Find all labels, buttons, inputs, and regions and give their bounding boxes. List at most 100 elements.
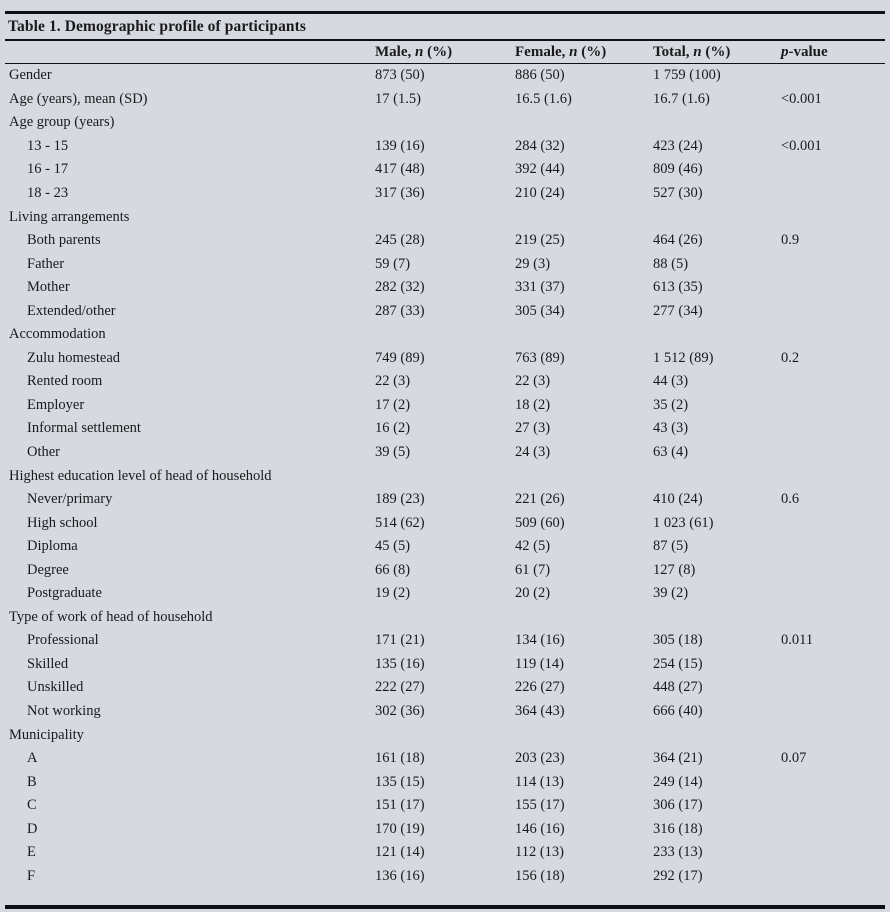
cell-male: 22 (3) xyxy=(375,373,411,390)
cell-pvalue xyxy=(781,111,885,135)
row-label: Diploma xyxy=(27,538,78,555)
table-row: Skilled 135 (16) 119 (14) 254 (15) xyxy=(5,653,885,677)
cell-female: 114 (13) xyxy=(515,773,564,790)
cell-female xyxy=(515,205,653,229)
row-label: Gender xyxy=(9,67,52,84)
cell-male: 16 (2) xyxy=(375,420,411,437)
cell-total: 254 (15) xyxy=(653,655,703,672)
cell-total: 35 (2) xyxy=(653,396,689,413)
cell-male xyxy=(375,323,515,347)
cell-female: 156 (18) xyxy=(515,867,565,884)
cell-pvalue xyxy=(781,370,885,394)
row-label: Municipality xyxy=(9,726,84,743)
cell-male: 66 (8) xyxy=(375,561,411,578)
cell-total: 1 759 (100) xyxy=(653,67,721,84)
cell-total: 306 (17) xyxy=(653,797,703,814)
table-title: Table 1. Demographic profile of particip… xyxy=(8,18,307,35)
cell-pvalue: 0.07 xyxy=(781,750,807,767)
table-body: Gender 873 (50) 886 (50) 1 759 (100) Age (ye… xyxy=(5,64,885,889)
col-header-female: Female, n (%) xyxy=(515,41,653,64)
cell-male: 245 (28) xyxy=(375,232,425,249)
col-header-male: Male, n (%) xyxy=(375,41,515,64)
cell-total: 249 (14) xyxy=(653,773,703,790)
cell-pvalue: 0.2 xyxy=(781,349,800,366)
table-row: F 136 (16) 156 (18) 292 (17) xyxy=(5,865,885,889)
cell-pvalue xyxy=(781,441,885,465)
bottom-rule xyxy=(5,905,885,909)
cell-total xyxy=(653,606,781,630)
cell-male: 170 (19) xyxy=(375,820,425,837)
cell-pvalue xyxy=(781,558,885,582)
table-row: High school 514 (62) 509 (60) 1 023 (61) xyxy=(5,511,885,535)
row-label: Both parents xyxy=(27,232,101,249)
table-row: Mother 282 (32) 331 (37) 613 (35) xyxy=(5,276,885,300)
cell-female: 509 (60) xyxy=(515,514,565,531)
table-row: Diploma 45 (5) 42 (5) 87 (5) xyxy=(5,535,885,559)
table-row: 16 - 17 417 (48) 392 (44) 809 (46) xyxy=(5,158,885,182)
cell-total: 292 (17) xyxy=(653,867,703,884)
table-row: Never/primary 189 (23) 221 (26) 410 (24) 0.6 xyxy=(5,488,885,512)
table-row: Extended/other 287 (33) 305 (34) 277 (34) xyxy=(5,299,885,323)
cell-total: 527 (30) xyxy=(653,185,703,201)
cell-total: 88 (5) xyxy=(653,255,689,272)
cell-female: 146 (16) xyxy=(515,820,565,837)
cell-female xyxy=(515,723,653,747)
cell-total: 277 (34) xyxy=(653,302,703,319)
cell-total: 1 023 (61) xyxy=(653,514,714,531)
cell-pvalue xyxy=(781,723,885,747)
cell-pvalue xyxy=(781,394,885,418)
cell-female xyxy=(515,464,653,488)
cell-female: 155 (17) xyxy=(515,797,565,814)
section-row: Living arrangements xyxy=(5,205,885,229)
cell-pvalue xyxy=(781,182,885,206)
col-header-blank xyxy=(5,41,375,64)
cell-pvalue xyxy=(781,158,885,182)
section-row: Age group (years) xyxy=(5,111,885,135)
cell-female: 763 (89) xyxy=(515,349,565,366)
row-label: C xyxy=(27,797,37,814)
cell-female: 210 (24) xyxy=(515,185,565,201)
cell-female: 42 (5) xyxy=(515,538,551,555)
cell-pvalue xyxy=(781,299,885,323)
row-label: F xyxy=(27,867,36,884)
table-row: 18 - 23 317 (36) 210 (24) 527 (30) xyxy=(5,182,885,206)
table-row: Degree 66 (8) 61 (7) 127 (8) xyxy=(5,558,885,582)
row-label: 13 - 15 xyxy=(27,137,69,154)
row-label: E xyxy=(27,844,36,861)
row-label: Highest education level of head of house… xyxy=(9,467,272,484)
cell-male: 139 (16) xyxy=(375,137,425,154)
cell-female xyxy=(515,606,653,630)
cell-pvalue xyxy=(781,653,885,677)
cell-total: 613 (35) xyxy=(653,279,703,296)
table-row: C 151 (17) 155 (17) 306 (17) xyxy=(5,794,885,818)
cell-total xyxy=(653,464,781,488)
cell-male: 171 (21) xyxy=(375,632,425,649)
table-row: 13 - 15 139 (16) 284 (32) 423 (24) <0.001 xyxy=(5,135,885,159)
cell-pvalue xyxy=(781,535,885,559)
cell-pvalue xyxy=(781,606,885,630)
cell-pvalue xyxy=(781,582,885,606)
row-label: Father xyxy=(27,255,65,272)
cell-pvalue xyxy=(781,676,885,700)
row-label: Extended/other xyxy=(27,302,116,319)
cell-female: 134 (16) xyxy=(515,632,565,649)
cell-total: 127 (8) xyxy=(653,561,696,578)
cell-male: 417 (48) xyxy=(375,161,425,178)
cell-total: 43 (3) xyxy=(653,420,689,437)
cell-total: 305 (18) xyxy=(653,632,703,649)
cell-total: 44 (3) xyxy=(653,373,689,390)
cell-total: 1 512 (89) xyxy=(653,349,714,366)
title-rule xyxy=(5,39,885,41)
cell-male: 136 (16) xyxy=(375,867,425,884)
cell-pvalue: <0.001 xyxy=(781,137,822,154)
cell-male: 873 (50) xyxy=(375,67,425,84)
cell-pvalue xyxy=(781,276,885,300)
row-label: Degree xyxy=(27,561,69,578)
cell-male: 17 (1.5) xyxy=(375,90,421,107)
cell-male: 514 (62) xyxy=(375,514,425,531)
cell-pvalue xyxy=(781,770,885,794)
cell-male: 282 (32) xyxy=(375,279,425,296)
row-label: Employer xyxy=(27,396,85,413)
table-row: Postgraduate 19 (2) 20 (2) 39 (2) xyxy=(5,582,885,606)
row-label: Unskilled xyxy=(27,679,84,696)
